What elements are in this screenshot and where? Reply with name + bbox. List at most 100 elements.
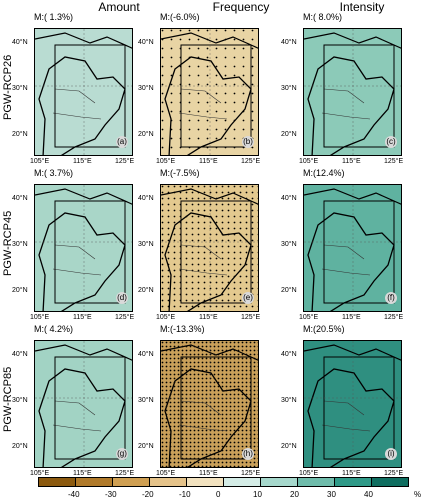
field-fill xyxy=(304,341,401,467)
map-field xyxy=(161,185,258,311)
border-line xyxy=(304,344,401,361)
panel-letter: (i) xyxy=(385,448,397,460)
border-line xyxy=(161,32,258,49)
longitude-tick-label: 115°E xyxy=(73,314,92,321)
coastline xyxy=(38,56,126,155)
domain-box xyxy=(54,356,126,460)
colorbar-swatch xyxy=(223,477,261,487)
latitude-tick-label: 20°N xyxy=(12,287,28,294)
border-line xyxy=(304,32,401,49)
latitude-tick-label: 20°N xyxy=(281,443,297,450)
panel-letter: (h) xyxy=(242,448,254,460)
domain-box xyxy=(180,44,252,148)
longitude-tick-label: 105°E xyxy=(30,470,50,477)
map-panel xyxy=(160,340,259,468)
province-lines xyxy=(178,400,228,432)
latitude-tick-label: 40°N xyxy=(281,351,297,358)
province-lines xyxy=(321,88,371,120)
latitude-tick-label: 40°N xyxy=(138,195,154,202)
latitude-tick-label: 40°N xyxy=(12,195,28,202)
province-lines xyxy=(52,400,102,432)
map-panel xyxy=(160,28,259,156)
longitude-tick-label: 125°E xyxy=(241,158,261,165)
map-panel xyxy=(303,28,402,156)
colorbar-swatch xyxy=(334,477,372,487)
longitude-tick-label: 125°E xyxy=(384,158,404,165)
coastline xyxy=(307,212,395,311)
field-fill xyxy=(35,29,132,155)
field-fill xyxy=(35,185,132,311)
longitude-tick-label: 115°E xyxy=(199,314,218,321)
panel-mean-label: M:(20.5%) xyxy=(303,324,345,334)
latitude-tick-label: 30°N xyxy=(281,397,297,404)
latitude-tick-label: 30°N xyxy=(12,397,28,404)
colorbar-tick-label: -20 xyxy=(142,490,154,499)
map-field xyxy=(35,341,132,467)
province-lines xyxy=(178,244,228,276)
longitude-tick-label: 125°E xyxy=(241,314,261,321)
map-panel xyxy=(303,340,402,468)
colorbar-swatch xyxy=(260,477,298,487)
map-panel xyxy=(34,28,133,156)
domain-box xyxy=(323,200,395,304)
field-fill xyxy=(35,341,132,467)
longitude-tick-label: 105°E xyxy=(299,158,319,165)
colorbar-swatch xyxy=(112,477,150,487)
border-line xyxy=(35,32,132,49)
longitude-tick-label: 115°E xyxy=(342,314,361,321)
colorbar-tick-label: 10 xyxy=(253,490,262,499)
latitude-tick-label: 20°N xyxy=(281,131,297,138)
map-field xyxy=(304,341,401,467)
border-line xyxy=(161,188,258,205)
map-panel xyxy=(303,184,402,312)
significance-stipple xyxy=(161,185,258,311)
panel-mean-label: M:( 1.3%) xyxy=(34,12,74,22)
border-line xyxy=(304,188,401,205)
colorbar-swatch xyxy=(186,477,224,487)
significance-stipple xyxy=(161,341,258,467)
latitude-tick-label: 30°N xyxy=(138,85,154,92)
longitude-tick-label: 125°E xyxy=(115,158,135,165)
longitude-tick-label: 115°E xyxy=(73,470,92,477)
latitude-tick-label: 40°N xyxy=(138,351,154,358)
panel-letter: (b) xyxy=(242,136,254,148)
panel-letter: (d) xyxy=(116,292,128,304)
panel-mean-label: M:(-13.3%) xyxy=(160,324,205,334)
domain-box xyxy=(180,200,252,304)
colorbar-swatch xyxy=(371,477,409,487)
coastline xyxy=(164,56,252,155)
panel-mean-label: M:( 4.2%) xyxy=(34,324,74,334)
colorbar-swatch xyxy=(149,477,187,487)
latitude-tick-label: 20°N xyxy=(12,443,28,450)
coastline xyxy=(164,212,252,311)
panel-letter: (a) xyxy=(116,136,128,148)
latitude-tick-label: 40°N xyxy=(138,39,154,46)
longitude-tick-label: 125°E xyxy=(115,314,135,321)
latitude-tick-label: 20°N xyxy=(138,131,154,138)
province-lines xyxy=(52,88,102,120)
panel-letter: (f) xyxy=(385,292,397,304)
latitude-tick-label: 30°N xyxy=(281,241,297,248)
map-field xyxy=(161,341,258,467)
latitude-tick-label: 30°N xyxy=(138,397,154,404)
latitude-tick-label: 30°N xyxy=(281,85,297,92)
domain-box xyxy=(54,44,126,148)
longitude-tick-label: 125°E xyxy=(384,470,404,477)
map-field xyxy=(35,29,132,155)
colorbar-tick-label: 30 xyxy=(327,490,336,499)
map-panel xyxy=(34,340,133,468)
map-panel xyxy=(34,184,133,312)
significance-stipple xyxy=(161,29,258,155)
colorbar-unit: % xyxy=(414,490,422,499)
domain-box xyxy=(323,356,395,460)
colorbar-tick-label: -40 xyxy=(68,490,80,499)
coastline xyxy=(164,368,252,467)
domain-box xyxy=(180,356,252,460)
latitude-tick-label: 20°N xyxy=(138,443,154,450)
coastline xyxy=(38,212,126,311)
colorbar-swatch xyxy=(75,477,113,487)
coastline xyxy=(38,368,126,467)
longitude-tick-label: 115°E xyxy=(342,158,361,165)
column-title-amount: Amount xyxy=(98,0,140,14)
map-field xyxy=(304,29,401,155)
